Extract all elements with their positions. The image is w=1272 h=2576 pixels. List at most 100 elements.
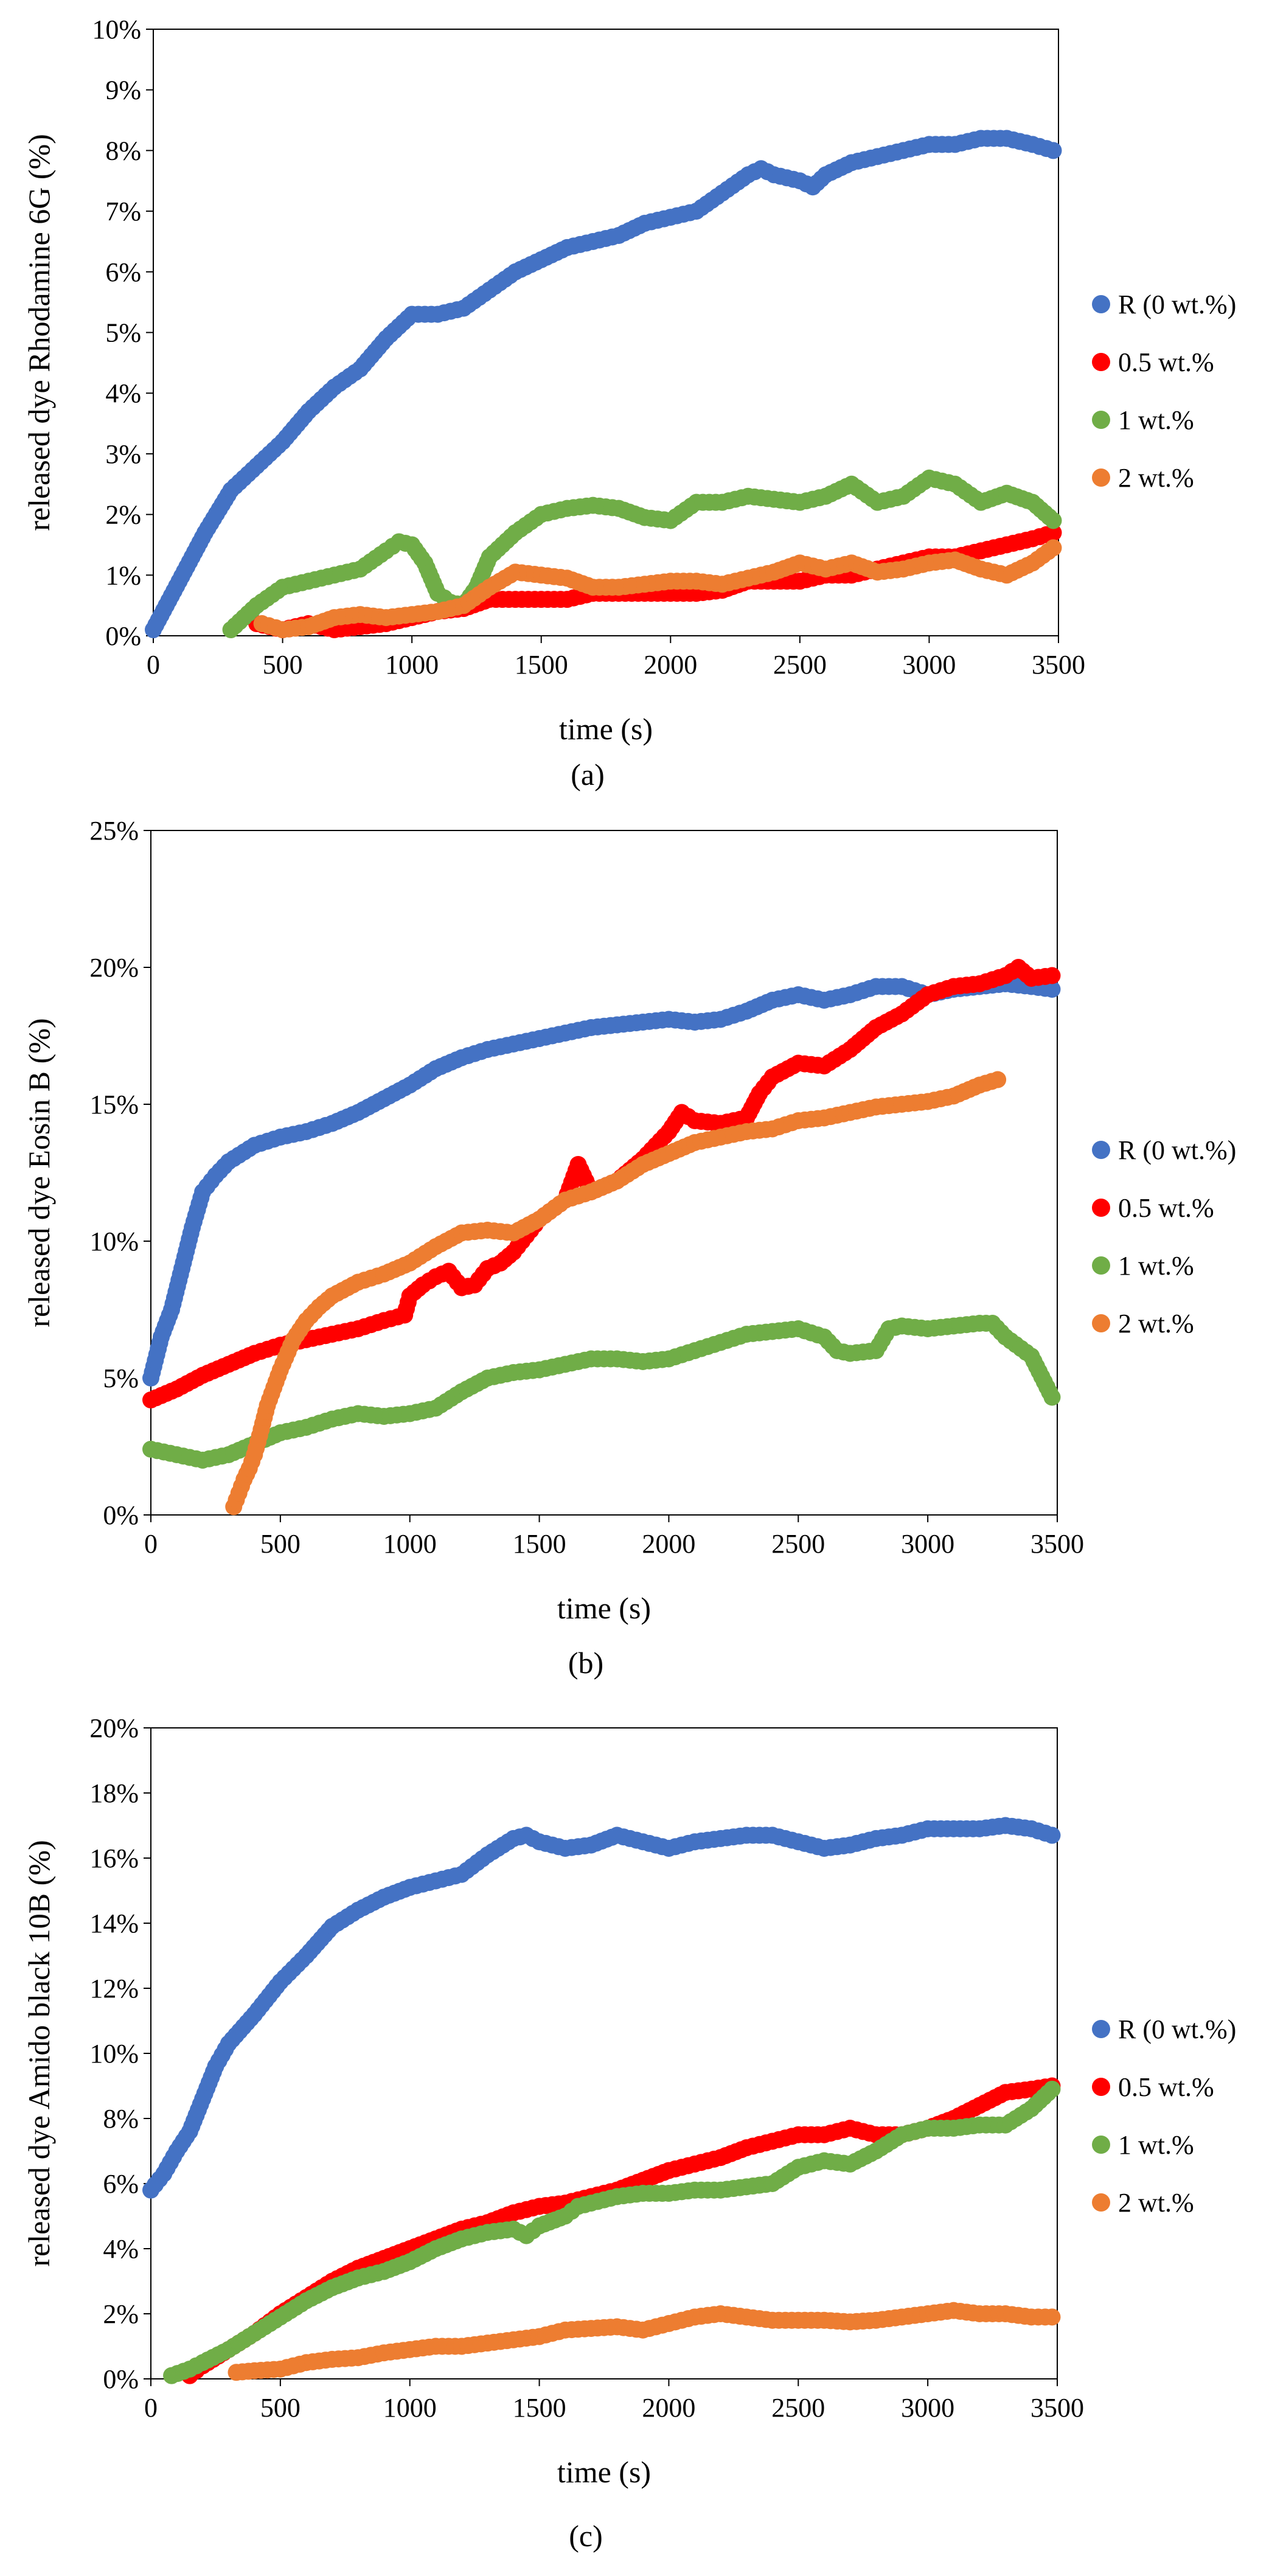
legend-marker [1092,1314,1110,1332]
legend-label: R (0 wt.%) [1118,2014,1236,2044]
legend-label: 2 wt.% [1118,1309,1194,1338]
y-tick-label: 5% [105,318,141,348]
series-3 [163,2080,1061,2384]
x-tick-label: 1000 [383,1529,437,1559]
legend-marker [1092,2193,1110,2212]
data-point [1044,142,1062,159]
y-tick-label: 3% [105,439,141,469]
x-tick-label: 2500 [771,1529,825,1559]
data-point [1043,1826,1061,1844]
legend-marker [1092,295,1110,313]
chart-panel-3: 0% 2% 4% 6% 8% 10% 12% 14% 16% 18% 20% 0 500 1000 1500… [22,1713,1236,2553]
x-tick-label: 3000 [902,650,956,680]
series-4 [225,1071,1007,1516]
series-4 [253,539,1062,639]
y-tick-label: 10% [92,15,141,44]
x-tick-label: 3500 [1030,2393,1084,2423]
plot-frame [153,29,1059,636]
series-3 [222,469,1062,639]
legend-marker [1092,2020,1110,2038]
legend: R (0 wt.%) 0.5 wt.% 1 wt.% 2 wt.% [1092,290,1236,493]
data-point [1043,2080,1061,2098]
y-tick-label: 6% [105,257,141,287]
data-point [1044,524,1062,541]
x-axis-title: time (s) [559,712,653,746]
x-axis-title: time (s) [557,2455,651,2489]
y-tick-label: 0% [103,2364,139,2394]
y-tick-label: 20% [89,953,139,983]
y-tick-label: 5% [103,1363,139,1393]
chart-panel-2: 0% 5% 10% 15% 20% 25% 0 500 1000 1500 2000 2500 3000… [22,816,1236,1680]
legend-marker [1092,1141,1110,1159]
x-tick-label: 2000 [644,650,697,680]
chart-panel-1: 0% 1% 2% 3% 4% 5% 6% 7% 8% 9% 10% 0 500 1000 1500 2000 2… [22,15,1236,792]
legend-label: 0.5 wt.% [1118,2072,1214,2102]
legend: R (0 wt.%) 0.5 wt.% 1 wt.% 2 wt.% [1092,1135,1236,1338]
y-tick-label: 9% [105,75,141,105]
legend-label: 1 wt.% [1118,2130,1194,2160]
legend-marker [1092,411,1110,429]
x-tick-label: 3500 [1030,1529,1084,1559]
panel-caption: (a) [571,757,605,792]
x-tick-label: 500 [260,2393,301,2423]
y-tick-label: 20% [89,1713,139,1743]
data-point [1043,981,1061,998]
y-tick-label: 2% [103,2299,139,2329]
legend-label: R (0 wt.%) [1118,1135,1236,1165]
series-4 [228,2302,1061,2381]
data-point [1043,2308,1061,2326]
y-tick-label: 18% [89,1778,139,1808]
y-tick-label: 0% [105,621,141,651]
legend-marker [1092,1256,1110,1275]
legend-label: 1 wt.% [1118,1251,1194,1281]
x-tick-label: 2000 [642,2393,695,2423]
x-tick-label: 1500 [513,2393,566,2423]
y-tick-label: 25% [89,816,139,846]
legend-label: 0.5 wt.% [1118,347,1214,377]
series-1 [142,1817,1061,2199]
series-1 [142,975,1061,1387]
y-tick-label: 12% [89,1974,139,2003]
x-tick-label: 1500 [513,1529,566,1559]
legend-label: 2 wt.% [1118,463,1194,493]
y-tick-label: 4% [105,378,141,408]
data-point [989,1071,1007,1088]
x-tick-label: 1000 [385,650,439,680]
y-axis-title: released dye Eosin B (%) [22,1018,56,1327]
legend-label: 2 wt.% [1118,2188,1194,2218]
y-tick-label: 6% [103,2169,139,2199]
y-tick-label: 10% [89,2039,139,2069]
y-axis-title: released dye Amido black 10B (%) [22,1840,56,2266]
x-tick-label: 3500 [1032,650,1085,680]
y-tick-label: 15% [89,1090,139,1119]
data-point [1044,512,1062,529]
legend-marker [1092,353,1110,371]
y-tick-label: 16% [89,1843,139,1873]
x-tick-label: 3000 [901,2393,954,2423]
legend-marker [1092,2078,1110,2096]
y-tick-label: 8% [103,2104,139,2134]
plot-frame [150,830,1058,1516]
legend-marker [1092,1199,1110,1217]
y-tick-label: 7% [105,197,141,226]
panel-caption: (b) [568,1646,603,1680]
y-tick-label: 8% [105,136,141,165]
x-tick-label: 0 [144,1529,158,1559]
x-tick-label: 500 [263,650,303,680]
x-tick-label: 2000 [642,1529,695,1559]
x-tick-label: 2500 [771,2393,825,2423]
data-point [1043,967,1061,984]
y-tick-label: 1% [105,560,141,590]
x-axis-title: time (s) [557,1591,651,1625]
legend-label: R (0 wt.%) [1118,290,1236,319]
series-1 [145,130,1062,639]
x-tick-label: 2500 [773,650,827,680]
x-tick-label: 3000 [901,1529,954,1559]
legend: R (0 wt.%) 0.5 wt.% 1 wt.% 2 wt.% [1092,2014,1236,2218]
y-tick-label: 2% [105,500,141,530]
y-axis-title: released dye Rhodamine 6G (%) [22,134,56,531]
y-tick-label: 4% [103,2234,139,2264]
x-tick-label: 0 [147,650,160,680]
y-tick-label: 14% [89,1909,139,1938]
